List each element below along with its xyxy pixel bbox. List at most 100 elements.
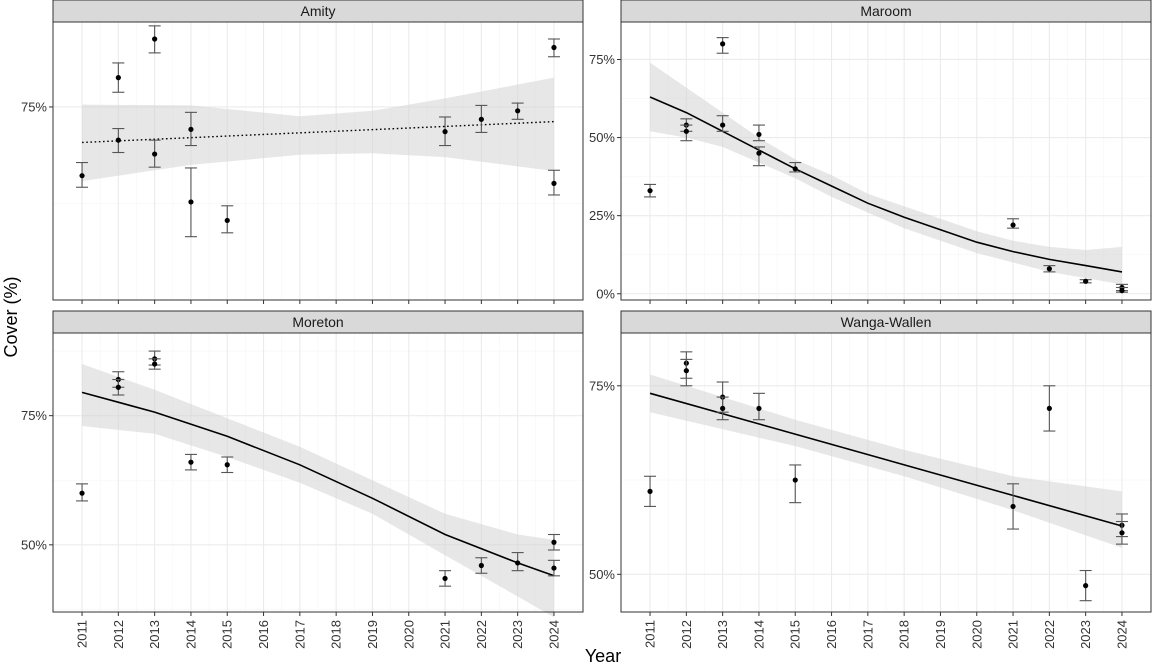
- panel-border: [620, 332, 1152, 613]
- panel-wanga-wallen: Wanga-Wallen 50% 75% 2011 2012 2013 2014 2015 20…: [589, 310, 1152, 649]
- x-tick-label: 2013: [715, 620, 730, 649]
- data-point: [79, 173, 85, 179]
- x-tick-label: 2015: [220, 620, 235, 649]
- data-point: [1083, 583, 1089, 589]
- data-point: [720, 41, 726, 47]
- x-tick-label: 2022: [474, 620, 489, 649]
- data-point: [1119, 530, 1125, 536]
- facet-strip-label: Wanga-Wallen: [841, 314, 932, 330]
- x-tick-label: 2017: [860, 620, 875, 649]
- x-tick-label: 2024: [1114, 620, 1129, 649]
- y-tick-label: 50%: [589, 130, 615, 145]
- data-point: [551, 180, 557, 186]
- x-tick-label: 2024: [546, 620, 561, 649]
- data-point: [79, 490, 85, 496]
- trend-line: [81, 391, 555, 577]
- data-point: [115, 137, 121, 143]
- data-point: [115, 75, 121, 81]
- data-point: [224, 462, 230, 468]
- data-point: [478, 116, 484, 122]
- data-point: [647, 188, 653, 194]
- x-tick-label: 2019: [933, 620, 948, 649]
- x-tick-label: 2014: [183, 620, 198, 649]
- data-point: [1083, 278, 1089, 284]
- data-point: [756, 405, 762, 412]
- confidence-ribbon: [650, 62, 1122, 285]
- data-point: [224, 217, 230, 224]
- data-point: [1010, 503, 1016, 510]
- data-point: [1010, 222, 1016, 228]
- panel-amity: Amity 75%: [21, 0, 584, 304]
- x-tick-label: 2020: [401, 620, 416, 649]
- panel-border: [620, 21, 1152, 301]
- facet-strip-label: Maroom: [860, 3, 911, 19]
- x-tick-label: 2018: [329, 620, 344, 649]
- x-tick-label: 2012: [111, 620, 126, 649]
- y-tick-label: 75%: [21, 99, 47, 114]
- data-point: [515, 560, 521, 566]
- data-point: [720, 405, 726, 412]
- data-point: [515, 108, 521, 114]
- data-point: [720, 122, 726, 128]
- x-tick-label: 2014: [751, 620, 766, 649]
- panels-group: Amity 75% Maroom 0% 25% 50% 75% Moreton 50% 75% 20…: [21, 0, 1152, 649]
- x-tick-label: 2013: [147, 620, 162, 649]
- x-tick-label: 2018: [897, 620, 912, 649]
- data-point: [756, 131, 762, 138]
- confidence-ribbon: [82, 77, 554, 182]
- data-point: [1046, 266, 1052, 272]
- x-tick-label: 2012: [679, 620, 694, 649]
- data-point: [152, 361, 158, 367]
- x-tick-label: 2019: [365, 620, 380, 649]
- x-tick-label: 2011: [75, 620, 90, 648]
- data-point: [647, 488, 653, 494]
- y-tick-label: 50%: [21, 537, 47, 552]
- y-tick-label: 25%: [589, 208, 615, 223]
- data-point: [442, 575, 448, 582]
- data-point: [1046, 405, 1052, 412]
- facet-strip-label: Amity: [301, 3, 336, 19]
- panel-maroom: Maroom 0% 25% 50% 75%: [589, 0, 1152, 304]
- y-tick-label: 75%: [589, 378, 615, 393]
- data-point: [1119, 288, 1125, 294]
- x-axis-title: Year: [585, 646, 621, 666]
- data-point: [442, 129, 448, 135]
- x-tick-label: 2021: [438, 620, 453, 649]
- x-tick-label: 2016: [824, 620, 839, 649]
- data-point: [551, 539, 557, 545]
- data-point: [551, 44, 557, 51]
- data-point: [115, 384, 121, 390]
- data-point: [152, 36, 158, 42]
- x-tick-label: 2023: [510, 620, 525, 649]
- confidence-ribbon: [650, 374, 1122, 548]
- x-tick-label: 2011: [643, 620, 658, 648]
- facet-strip-label: Moreton: [292, 314, 343, 330]
- y-tick-label: 75%: [589, 52, 615, 67]
- x-tick-label: 2016: [256, 620, 271, 649]
- data-point: [188, 126, 194, 132]
- x-tick-label: 2015: [788, 620, 803, 649]
- trend-line: [649, 96, 1123, 273]
- data-point: [152, 151, 158, 157]
- data-point: [792, 166, 798, 172]
- y-tick-label: 50%: [589, 567, 615, 582]
- data-point: [478, 562, 484, 569]
- x-tick-label: 2020: [969, 620, 984, 649]
- y-axis-title: Cover (%): [1, 276, 21, 357]
- x-tick-label: 2023: [1078, 620, 1093, 649]
- trend-line: [82, 120, 554, 144]
- data-point: [683, 368, 689, 374]
- y-tick-label: 75%: [21, 408, 47, 423]
- data-point: [188, 459, 194, 465]
- panel-moreton: Moreton 50% 75% 2011 2012 2013 2014 2015 2016 201…: [21, 310, 584, 649]
- x-tick-label: 2021: [1006, 620, 1021, 649]
- trend-line: [649, 392, 1123, 527]
- x-tick-label: 2022: [1042, 620, 1057, 649]
- x-tick-label: 2017: [292, 620, 307, 649]
- data-point: [551, 565, 557, 571]
- data-point: [756, 150, 762, 156]
- y-tick-label: 0%: [596, 286, 615, 301]
- data-point: [792, 477, 798, 483]
- panel-border: [52, 21, 584, 301]
